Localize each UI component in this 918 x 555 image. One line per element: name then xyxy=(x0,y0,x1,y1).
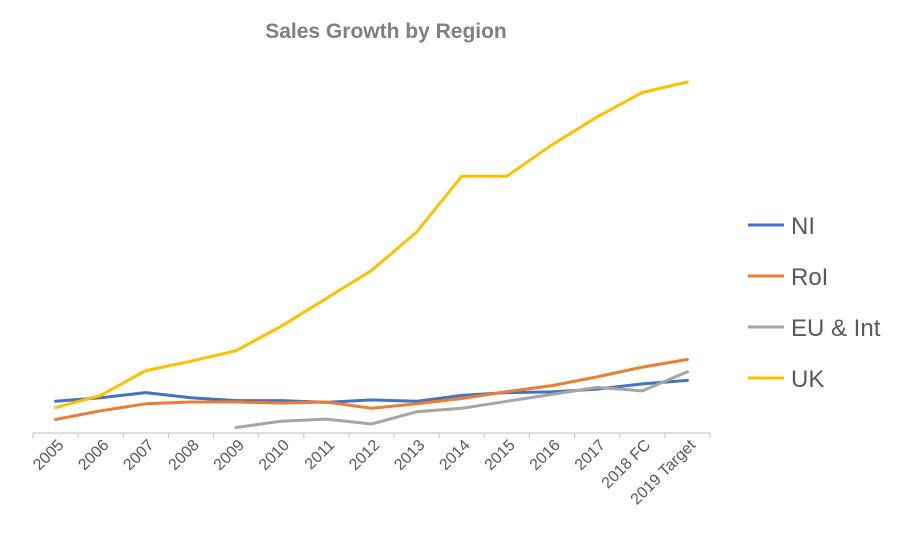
series-line-ni xyxy=(54,378,689,404)
x-tick-label: 2007 xyxy=(120,437,157,474)
x-axis: 2005 2006 2007 2008 2009 2010 2011 2012 2013 2014… xyxy=(30,432,711,508)
chart-title: Sales Growth by Region xyxy=(265,20,507,43)
x-tick-label: 2013 xyxy=(391,437,428,474)
legend-label: RoI xyxy=(791,264,828,291)
x-tick-label: 2016 xyxy=(527,437,564,474)
plot-area xyxy=(54,80,689,429)
x-tick-label: 2010 xyxy=(256,437,293,474)
x-tick-label: 2005 xyxy=(30,437,67,474)
legend-label: EU & Int xyxy=(791,315,881,342)
series-line-roi xyxy=(54,358,689,421)
legend-item: UK xyxy=(748,366,824,393)
x-tick-label: 2015 xyxy=(482,437,519,474)
series-line-uk xyxy=(54,80,689,410)
x-tick-label: 2011 xyxy=(302,437,338,473)
legend-item: RoI xyxy=(748,264,828,291)
x-tick-label: 2008 xyxy=(166,437,203,474)
x-tick-label: 2006 xyxy=(75,437,112,474)
legend-item: NI xyxy=(748,213,815,240)
legend-item: EU & Int xyxy=(748,315,881,342)
series-line-eu-int xyxy=(234,370,689,429)
legend: NI RoI EU & Int UK xyxy=(748,213,881,393)
x-tick-label: 2012 xyxy=(346,437,383,474)
x-tick-label: 2009 xyxy=(211,437,248,474)
x-tick-label: 2014 xyxy=(436,437,473,474)
legend-label: NI xyxy=(791,213,815,240)
x-tick-label: 2017 xyxy=(572,437,609,474)
legend-label: UK xyxy=(791,366,824,393)
